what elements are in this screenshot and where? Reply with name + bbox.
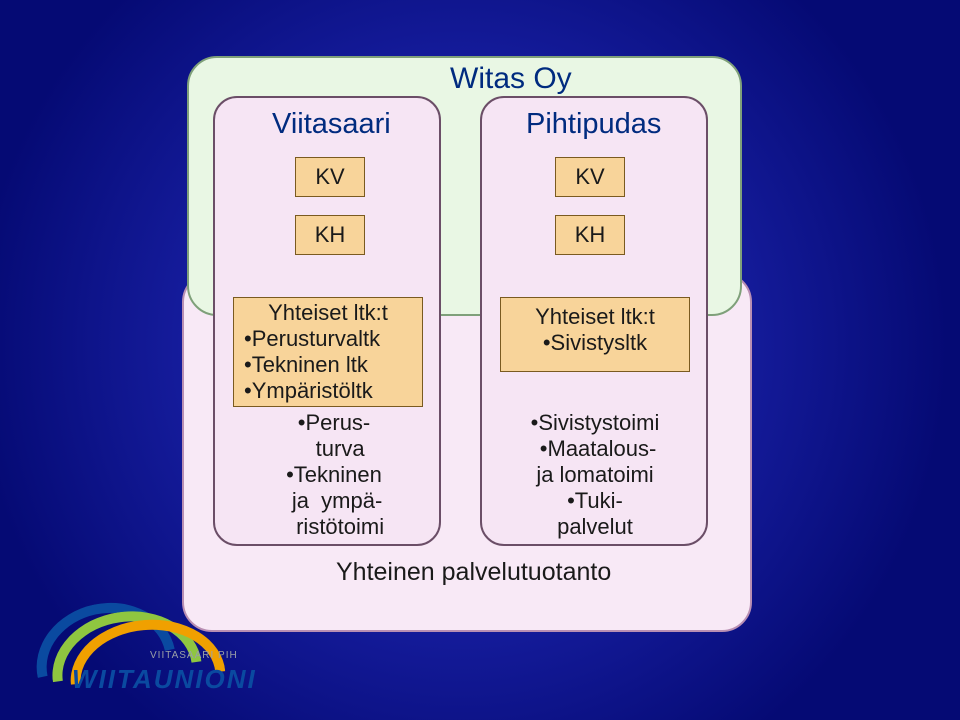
yht-left-item-1: •Tekninen ltk: [234, 352, 422, 378]
kh-left-box: KH: [295, 215, 365, 255]
yhteiset-box-left: Yhteiset ltk:t•Perusturvaltk•Tekninen lt…: [233, 297, 423, 407]
logo-subtext: VIITASAARI PIH: [150, 650, 238, 661]
slide-canvas: Witas Oy Viitasaari Pihtipudas KV KH KV KH Yhte…: [0, 0, 960, 720]
right-city-label: Pihtipudas: [526, 108, 661, 141]
kv-right-box: KV: [555, 157, 625, 197]
wiitaunioni-logo: VIITASAARI PIH WIITAUNIONI: [40, 586, 330, 701]
yht-left-title: Yhteiset ltk:t: [234, 300, 422, 326]
yht-right-title: Yhteiset ltk:t: [501, 304, 689, 330]
kv-left-box: KV: [295, 157, 365, 197]
logo-brand: WIITAUNIONI: [72, 664, 257, 695]
yht-right-item-0: •Sivistysltk: [501, 330, 689, 356]
left-city-label: Viitasaari: [272, 108, 391, 141]
footer-label: Yhteinen palvelutuotanto: [336, 558, 611, 587]
diagram-title: Witas Oy: [450, 62, 572, 96]
yht-left-item-2: •Ympäristöltk: [234, 378, 422, 404]
kh-right-box: KH: [555, 215, 625, 255]
yht-left-item-0: •Perusturvaltk: [234, 326, 422, 352]
lower-right-block: •Sivistystoimi •Maatalous- ja lomatoimi …: [515, 410, 675, 540]
lower-left-block: •Perus- turva •Tekninen ja ympä- ristöto…: [269, 410, 399, 540]
yhteiset-box-right: Yhteiset ltk:t•Sivistysltk: [500, 297, 690, 372]
